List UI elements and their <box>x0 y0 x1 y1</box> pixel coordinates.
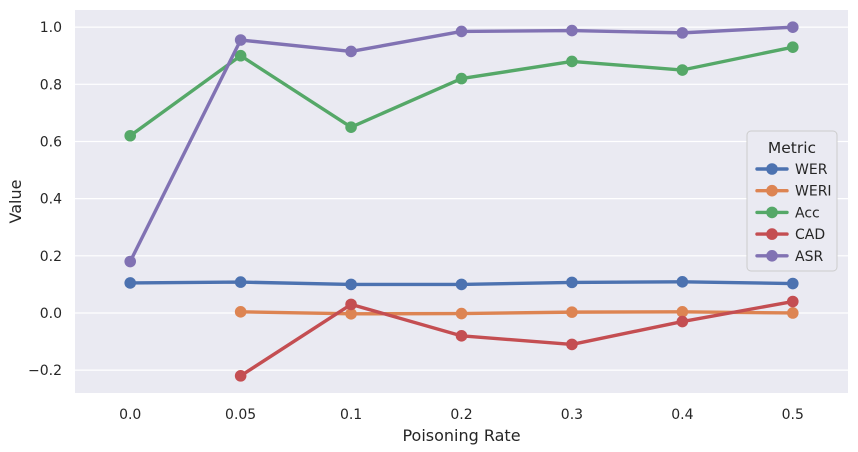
data-point-weri <box>345 308 357 320</box>
legend-swatch-marker <box>766 250 778 262</box>
y-tick-label: 0.6 <box>40 134 62 150</box>
data-point-acc <box>566 55 578 68</box>
data-point-weri <box>676 306 689 318</box>
legend-swatch-marker <box>766 228 778 240</box>
legend-label: WERI <box>795 184 832 200</box>
data-point-weri <box>566 306 578 318</box>
legend-label: WER <box>795 162 828 178</box>
series-line-weri <box>238 310 795 316</box>
data-point-acc <box>786 41 799 53</box>
data-point-cad <box>676 315 689 328</box>
y-tick-label: 0.0 <box>40 306 62 322</box>
data-point-acc <box>234 49 247 62</box>
legend-swatch-marker <box>766 163 778 175</box>
data-point-wer <box>345 278 357 291</box>
legend-label: Acc <box>795 205 820 221</box>
series-cad <box>234 295 799 382</box>
legend-item-wer: WER <box>755 162 828 178</box>
data-point-wer <box>676 276 689 288</box>
x-tick-labels: 0.0 0.05 0.1 0.2 0.3 0.4 0.5 <box>119 407 804 423</box>
y-tick-label: −0.2 <box>28 363 62 379</box>
data-point-cad <box>786 295 799 308</box>
data-point-wer <box>455 278 468 291</box>
x-tick-label: 0.0 <box>119 407 141 423</box>
data-point-cad <box>455 330 468 342</box>
data-point-wer <box>786 277 799 290</box>
legend-swatch-marker <box>766 206 778 219</box>
x-tick-label: 0.2 <box>450 407 472 423</box>
legend-item-cad: CAD <box>755 227 825 243</box>
series-wer <box>124 276 799 291</box>
y-tick-label: 0.8 <box>40 77 62 93</box>
data-point-weri <box>455 307 468 320</box>
data-point-wer <box>234 276 247 288</box>
x-tick-label: 0.1 <box>340 407 362 423</box>
data-point-wer <box>566 276 578 289</box>
y-tick-label: 0.4 <box>40 192 62 208</box>
data-point-weri <box>234 306 247 318</box>
data-point-acc <box>455 72 468 85</box>
series-asr <box>124 21 799 268</box>
legend-item-acc: Acc <box>755 205 820 221</box>
series-weri <box>234 306 799 320</box>
x-axis-label: Poisoning Rate <box>402 426 520 445</box>
data-point-asr <box>124 255 137 268</box>
series-layer <box>124 21 799 382</box>
series-acc <box>124 41 799 142</box>
legend-label: ASR <box>795 249 823 265</box>
legend-label: CAD <box>795 227 825 243</box>
data-point-cad <box>345 298 357 311</box>
legend-item-asr: ASR <box>755 249 823 265</box>
legend-item-weri: WERI <box>755 184 832 200</box>
data-point-cad <box>234 370 247 382</box>
y-tick-labels: −0.2 0.0 0.2 0.4 0.6 0.8 1.0 <box>28 20 62 379</box>
data-point-acc <box>124 129 137 142</box>
data-point-asr <box>676 27 689 39</box>
legend-title: Metric <box>768 139 816 157</box>
legend-swatch-marker <box>766 184 778 197</box>
y-tick-label: 0.2 <box>40 249 62 265</box>
data-point-weri <box>786 307 799 319</box>
data-point-asr <box>566 24 578 37</box>
data-point-asr <box>234 34 247 46</box>
data-point-cad <box>566 338 578 351</box>
data-point-asr <box>786 21 799 33</box>
y-tick-label: 1.0 <box>40 20 62 36</box>
x-tick-label: 0.3 <box>561 407 583 423</box>
data-point-asr <box>345 45 357 58</box>
y-axis-label: Value <box>6 180 25 224</box>
x-tick-label: 0.4 <box>671 407 693 423</box>
x-tick-label: 0.05 <box>225 407 256 423</box>
data-point-asr <box>455 25 468 38</box>
series-line-cad <box>238 299 795 378</box>
data-point-acc <box>345 121 357 133</box>
data-point-acc <box>676 64 689 76</box>
legend: Metric WER WERI Acc CAD ASR <box>746 130 838 272</box>
data-point-wer <box>124 277 137 289</box>
x-tick-label: 0.5 <box>782 407 804 423</box>
